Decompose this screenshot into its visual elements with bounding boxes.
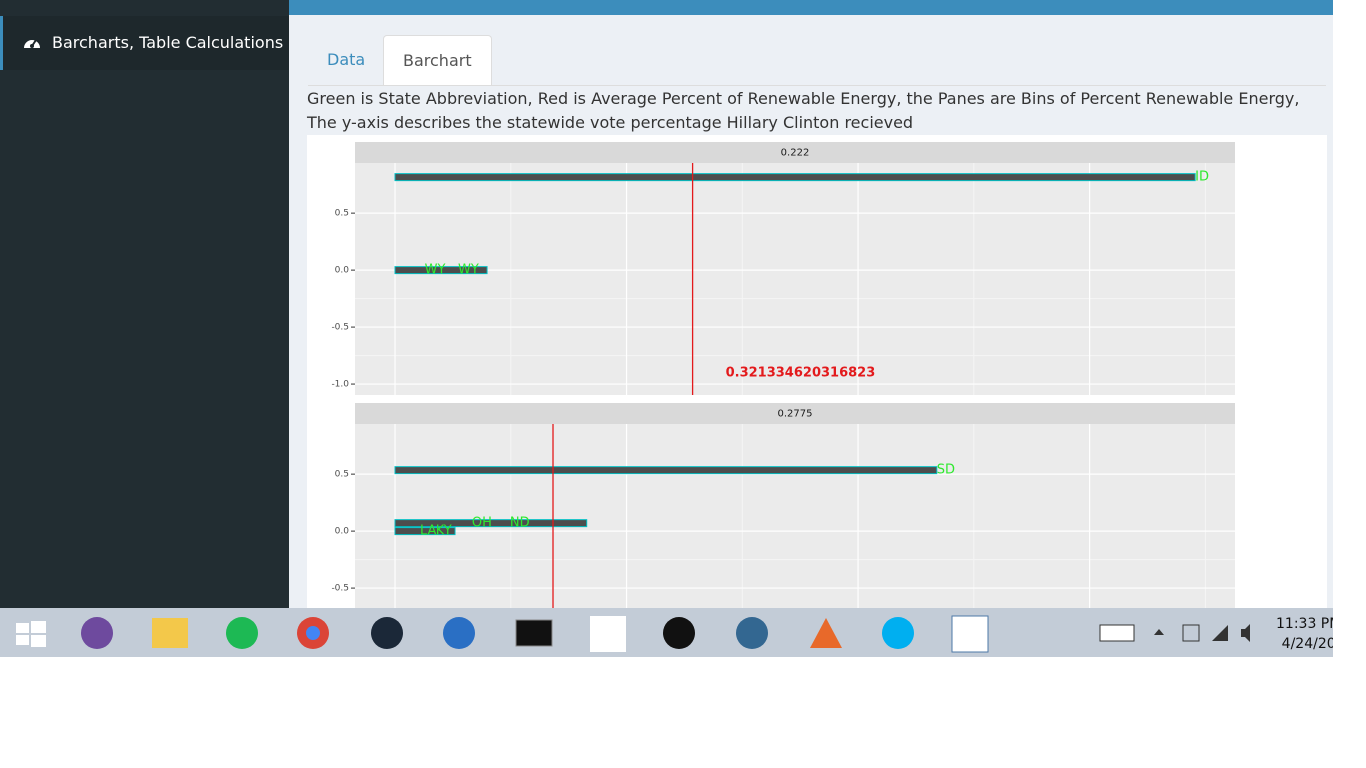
strip-label: 0.222: [781, 148, 810, 159]
terminal-icon[interactable]: [515, 619, 553, 647]
bar: [394, 519, 588, 528]
volume-icon[interactable]: [1241, 624, 1250, 642]
menu-label: Barcharts, Table Calculations: [52, 33, 284, 52]
tab-border: [308, 85, 1326, 86]
bar: [394, 527, 456, 536]
mean-label: 0.321334620316823: [726, 366, 876, 381]
header-bar: [289, 0, 1333, 15]
panel-background: [355, 424, 1235, 608]
menu-item[interactable]: Barcharts, Table Calculations: [0, 16, 289, 70]
date: 4/24/20: [1281, 636, 1333, 652]
strip: [355, 403, 1235, 424]
y-tick-label: 0.0: [335, 527, 350, 537]
skype-icon[interactable]: [882, 617, 914, 649]
state-label: KY: [436, 524, 452, 539]
y-tick-label: -0.5: [331, 323, 349, 333]
java-icon[interactable]: [590, 616, 626, 652]
panel-background: [355, 163, 1235, 395]
steam-icon[interactable]: [371, 617, 403, 649]
bar: [394, 466, 938, 475]
network-icon[interactable]: [1212, 625, 1228, 641]
bar: [394, 173, 1196, 182]
y-tick-label: 0.5: [335, 470, 349, 480]
dashboard-icon: [24, 39, 40, 48]
github-icon[interactable]: [81, 617, 113, 649]
y-tick-label: -1.0: [331, 380, 349, 390]
y-tick-label: 0.0: [335, 266, 350, 276]
sidebar: Barcharts, Table Calculations: [0, 0, 289, 608]
taskbar-icons: [16, 615, 1250, 653]
state-label: WY: [458, 263, 479, 278]
matlab-icon[interactable]: [810, 618, 842, 648]
keyboard-icon[interactable]: [1099, 624, 1135, 642]
state-label: ND: [510, 516, 530, 531]
state-label: ID: [1195, 170, 1209, 185]
y-tick-label: -0.5: [331, 584, 349, 594]
bar: [394, 266, 488, 275]
screen: Barcharts, Table Calculations Data Barch…: [0, 0, 1333, 657]
start-button[interactable]: [16, 621, 46, 647]
tab-active[interactable]: Barchart: [383, 35, 492, 86]
r-icon[interactable]: [443, 617, 475, 649]
postgres-icon[interactable]: [736, 617, 768, 649]
state-label: SD: [937, 463, 955, 478]
description: Green is State Abbreviation, Red is Aver…: [307, 89, 1300, 132]
explorer-icon[interactable]: [152, 618, 188, 648]
app-icon[interactable]: [663, 617, 695, 649]
state-label: LA: [420, 524, 437, 539]
state-label: OH: [472, 516, 492, 531]
tray-arrow[interactable]: [1154, 629, 1164, 635]
taskbar: 11:33 PM 4/24/20: [0, 608, 1333, 657]
clock[interactable]: 11:33 PM 4/24/20: [1276, 614, 1333, 654]
state-label: WY: [425, 263, 446, 278]
plot: 0.222 0.5 0.0 -0.5 -1.0 ID WY WY 0.3213346203168…: [307, 135, 1327, 608]
time: 11:33 PM: [1276, 616, 1333, 632]
y-tick-label: 0.5: [335, 209, 349, 219]
power-icon[interactable]: [1182, 624, 1200, 642]
strip-label: 0.2775: [778, 409, 813, 420]
tableau-icon[interactable]: [951, 615, 989, 653]
tab[interactable]: Data: [327, 50, 366, 69]
spotify-icon[interactable]: [226, 617, 258, 649]
strip: [355, 142, 1235, 163]
